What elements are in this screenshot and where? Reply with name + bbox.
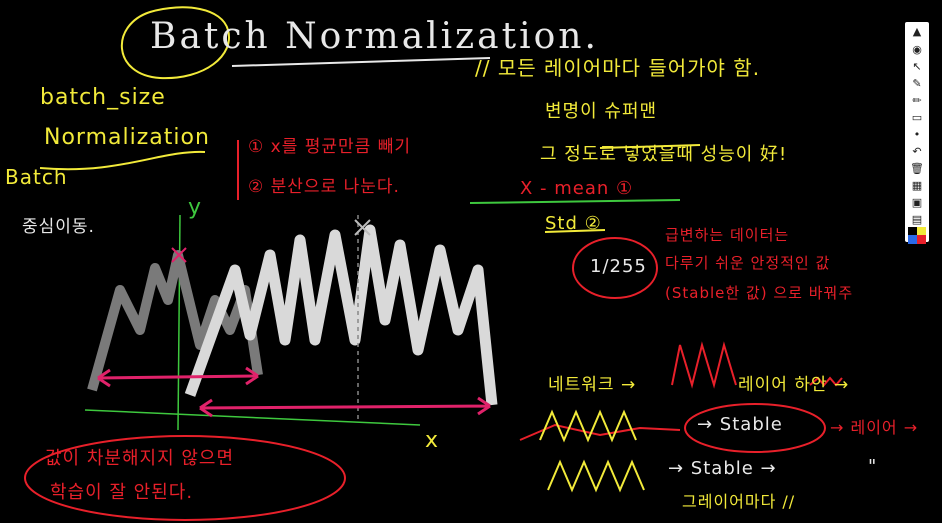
note-network: 네트워크 → [548,375,637,395]
undo-icon[interactable]: ↶ [912,145,922,158]
superman-underline [599,144,701,149]
dot-icon[interactable]: • [913,128,921,141]
title-circle [121,6,231,80]
color-swatch-yellow[interactable] [917,227,926,236]
note-step1: ① x를 평균만큼 빼기 [248,137,411,157]
note-tried: 그 정도로 넣었을때 성능이 好! [540,144,788,165]
eraser-icon[interactable]: ▭ [911,111,923,124]
note-changing-data: 급변하는 데이터는 [665,226,790,244]
wave-network [671,341,737,389]
note-x-mean: X - mean ① [520,178,634,199]
note-superman: 변명이 슈퍼맨 [545,101,658,122]
note-std: Std ② [545,213,602,234]
page-title: Batch Normalization. [150,16,599,57]
bottom-note-line1: 값이 차분해지지 않으면 [45,448,235,469]
wave-small-after [809,376,843,387]
note-batch: Batch [5,165,68,189]
raw-signal-white [184,224,498,406]
page-icon[interactable]: ▤ [911,213,923,226]
x-mean-underline [469,199,681,204]
note-every-layer-2: 그레이어마다 // [682,492,796,511]
bottom-note-line2: 학습이 잘 안된다. [50,482,194,503]
note-stable-1: → Stable [697,414,783,435]
trash-icon[interactable]: 🗑 [910,162,924,175]
y-axis-label: y [188,195,203,220]
x-axis [84,409,421,426]
note-batch-size: batch_size [40,85,166,110]
select-icon[interactable]: ▦ [911,179,923,192]
note-layer-arrow: → 레이어 → [830,418,919,437]
cursor-icon[interactable]: ↖ [912,60,922,73]
note-fraction: 1/255 [590,256,647,277]
note-easy-stable: 다루기 쉬운 안정적인 값 [665,254,831,272]
eye-icon[interactable]: ◉ [912,43,922,56]
range-arrow-2 [199,396,491,418]
marker-x-2 [354,219,371,236]
note-center-move: 중심이동. [22,217,95,237]
x-axis-label: x [425,428,440,453]
fraction-circle [572,237,658,299]
underline-normalization [39,150,206,171]
camera-icon[interactable]: ▣ [911,196,923,209]
wave-yellow-1 [539,409,637,443]
note-ditto: " [868,456,878,477]
note-every-layer: // 모든 레이어마다 들어가야 함. [475,56,761,80]
stable-circle [684,403,826,453]
note-step2: ② 분산으로 나눈다. [248,177,400,197]
pen-icon[interactable]: ✎ [912,77,922,90]
color-swatch-blue[interactable] [908,235,917,244]
title-underline [231,57,491,67]
note-stable-2: → Stable → [668,458,777,479]
color-swatch-black[interactable] [908,227,917,236]
note-layer-inside: 레이어 하안 → [738,375,850,395]
y-axis [177,214,181,431]
wave-yellow-2 [547,459,645,493]
std-underline [544,229,606,233]
pin-icon[interactable]: ▲ [912,25,922,38]
range-arrow-1 [97,366,259,388]
annotation-toolbar: ▲ ◉ ↖ ✎ ✏ ▭ • ↶ 🗑 ▦ ▣ ▤ [905,22,929,244]
note-stable-value: (Stable한 값) 으로 바꿔주 [665,284,854,302]
bottom-note-circle [24,435,346,521]
marker-x-1 [171,247,187,263]
marker-icon[interactable]: ✏ [912,94,922,107]
color-swatch-red[interactable] [917,235,926,244]
note-normalization: Normalization [44,125,210,150]
